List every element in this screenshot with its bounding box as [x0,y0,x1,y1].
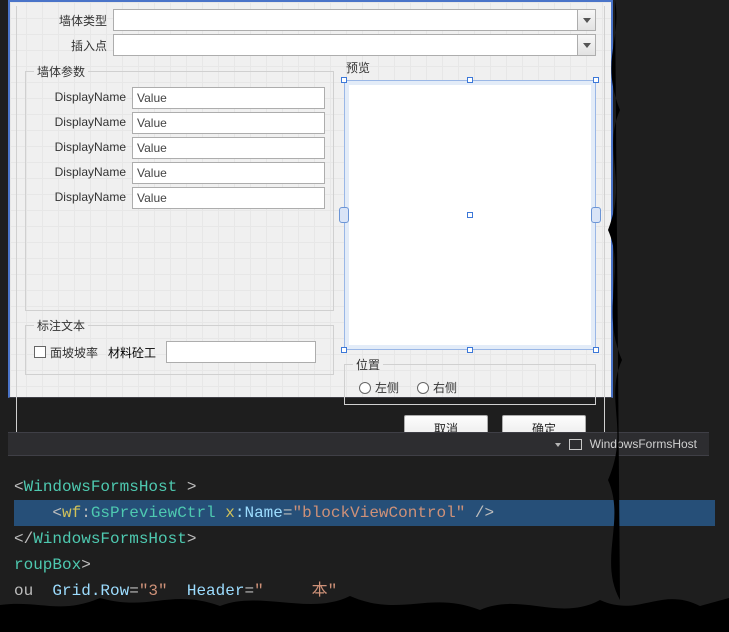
chevron-down-icon[interactable] [555,437,561,451]
resize-handle[interactable] [341,347,347,353]
check-slope-label: 面坡坡率 [50,344,98,361]
label-material: 材料砼工 [108,344,156,361]
group-position-legend: 位置 [353,356,383,373]
group-draw-wall: 墙体类型 插入点 墙体参数 DisplayNameValueDisplayNam… [16,6,605,450]
resize-handle[interactable] [593,347,599,353]
param-row: DisplayNameValue [34,112,325,134]
param-value-input[interactable]: Value [132,187,325,209]
group-label-text: 标注文本 面坡坡率 材料砼工 [25,317,334,375]
param-name-label: DisplayName [34,112,132,134]
group-position: 位置 左侧 右侧 [344,356,596,405]
chevron-down-icon[interactable] [577,10,595,30]
group-params-legend: 墙体参数 [34,63,88,80]
designer-breadcrumb[interactable]: WindowsFormsHost [8,432,709,456]
input-material[interactable] [166,341,316,363]
breadcrumb-element[interactable]: WindowsFormsHost [590,437,697,451]
param-row: DisplayNameValue [34,137,325,159]
xaml-designer-pane: 墙体类型 插入点 墙体参数 DisplayNameValueDisplayNam… [8,0,613,398]
radio-icon [359,382,371,394]
param-row: DisplayNameValue [34,87,325,109]
radio-left[interactable]: 左侧 [359,379,399,396]
resize-handle[interactable] [467,212,473,218]
label-preview: 预览 [344,59,596,78]
resize-handle[interactable] [341,77,347,83]
resize-handle[interactable] [467,77,473,83]
param-name-label: DisplayName [34,87,132,109]
group-params: 墙体参数 DisplayNameValueDisplayNameValueDis… [25,63,334,311]
selected-code-line[interactable]: <wf:GsPreviewCtrl x:Name="blockViewContr… [14,500,715,526]
combo-insert-point[interactable] [113,34,596,56]
xaml-code-pane[interactable]: <WindowsFormsHost > <wf:GsPreviewCtrl x:… [0,464,729,632]
param-name-label: DisplayName [34,187,132,209]
radio-left-label: 左侧 [375,379,399,396]
param-value-input[interactable]: Value [132,137,325,159]
preview-host[interactable] [344,80,596,350]
radio-right[interactable]: 右侧 [417,379,457,396]
param-value-input[interactable]: Value [132,162,325,184]
form-surface[interactable]: 墙体类型 插入点 墙体参数 DisplayNameValueDisplayNam… [10,2,611,397]
resize-handle[interactable] [467,347,473,353]
param-row: DisplayNameValue [34,162,325,184]
param-name-label: DisplayName [34,162,132,184]
label-wall-type: 墙体类型 [25,12,113,29]
element-icon [569,439,582,450]
param-value-input[interactable]: Value [132,112,325,134]
radio-icon [417,382,429,394]
check-slope[interactable]: 面坡坡率 [34,344,98,361]
label-insert-point: 插入点 [25,37,113,54]
combo-wall-type[interactable] [113,9,596,31]
adorner-knob[interactable] [591,207,601,223]
group-label-text-legend: 标注文本 [34,317,88,334]
chevron-down-icon[interactable] [577,35,595,55]
adorner-knob[interactable] [339,207,349,223]
resize-handle[interactable] [593,77,599,83]
radio-right-label: 右侧 [433,379,457,396]
param-name-label: DisplayName [34,137,132,159]
param-row: DisplayNameValue [34,187,325,209]
checkbox-icon [34,346,46,358]
param-value-input[interactable]: Value [132,87,325,109]
